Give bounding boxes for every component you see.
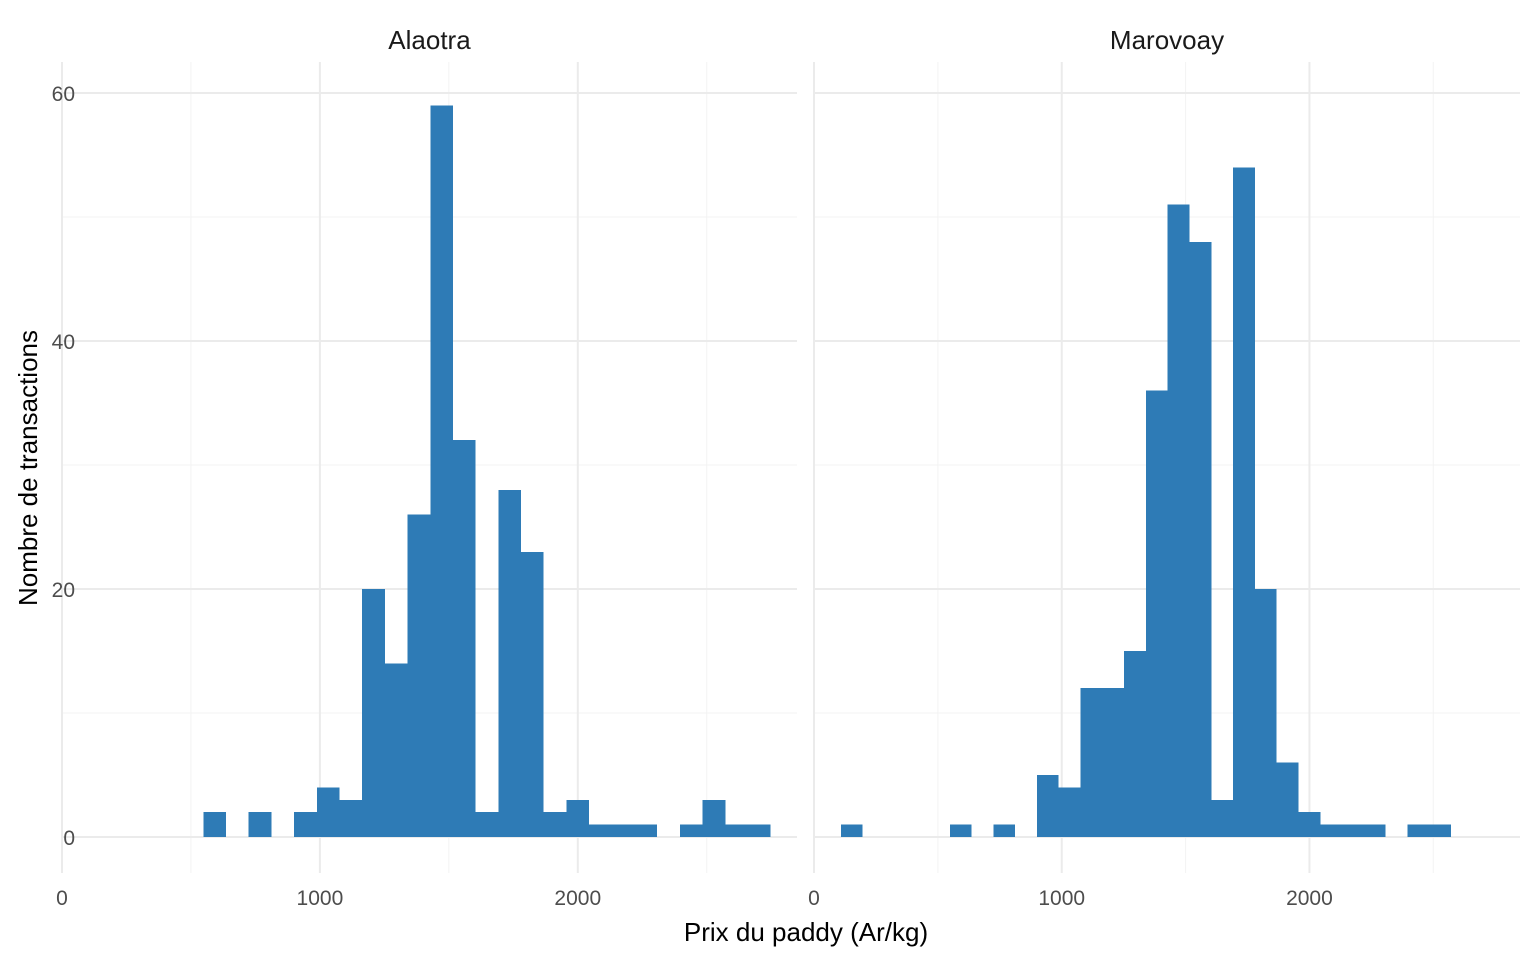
y-axis-title: Nombre de transactions (13, 330, 43, 606)
x-tick-labels: 0 1000 2000 (808, 887, 1333, 910)
histogram-bar (1298, 812, 1321, 838)
histogram-bar (1145, 390, 1168, 838)
y-tick-label: 20 (52, 579, 75, 602)
y-tick-label: 40 (52, 331, 75, 354)
histogram-bar (203, 812, 227, 838)
x-tick-label: 0 (808, 887, 820, 910)
histogram-bar (1124, 651, 1146, 838)
histogram-bar (725, 824, 748, 838)
histogram-bar (566, 799, 590, 838)
histogram-bar (1233, 167, 1255, 838)
histogram-bar (1058, 787, 1081, 838)
x-tick-label: 0 (56, 887, 68, 910)
histogram-bar (611, 824, 635, 838)
histogram-bar (475, 812, 499, 838)
x-tick-label: 2000 (554, 887, 601, 910)
histogram-bar (543, 812, 567, 838)
y-tick-label: 0 (63, 827, 75, 850)
facet-panel-1: Alaotra 0 1000 2000 0 20 40 60 (52, 25, 797, 910)
histogram-bar (1102, 688, 1125, 838)
x-axis-title: Prix du paddy (Ar/kg) (684, 917, 928, 947)
bars (203, 105, 771, 838)
histogram-bar (430, 105, 453, 838)
histogram-bar (1036, 775, 1059, 838)
y-tick-label: 60 (52, 83, 75, 106)
histogram-bar (407, 514, 431, 838)
histogram-bar (993, 824, 1016, 838)
histogram-bar (679, 824, 703, 838)
histogram-bar (634, 824, 658, 838)
histogram-bar (1320, 824, 1343, 838)
histogram-bar (316, 787, 340, 838)
histogram-bar (521, 551, 544, 838)
histogram-bar (702, 799, 726, 838)
histogram-bar (1276, 762, 1299, 838)
histogram-bar (1189, 241, 1212, 838)
histogram-bar (1080, 688, 1103, 838)
y-tick-labels: 0 20 40 60 (52, 83, 75, 850)
histogram-bar (1254, 589, 1277, 838)
x-tick-label: 1000 (1038, 887, 1085, 910)
histogram-bar (1211, 799, 1234, 838)
histogram-bar (1407, 824, 1430, 838)
histogram-bar (248, 812, 272, 838)
histogram-bar (1167, 204, 1190, 838)
histogram-bar (1429, 824, 1452, 838)
histogram-bar (294, 812, 317, 838)
x-tick-label: 1000 (297, 887, 344, 910)
histogram-bar (452, 440, 476, 838)
histogram-bar (840, 824, 863, 838)
histogram-bar (498, 489, 522, 838)
histogram-bar (949, 824, 972, 838)
histogram-bar (1363, 824, 1386, 838)
bars (840, 167, 1452, 838)
x-tick-label: 2000 (1286, 887, 1333, 910)
histogram-bar (362, 589, 385, 838)
facet-title: Marovoay (1110, 25, 1224, 55)
facet-title: Alaotra (388, 25, 471, 55)
histogram-bar (1342, 824, 1364, 838)
histogram-bar (339, 799, 363, 838)
facet-panels: Alaotra 0 1000 2000 0 20 40 60 Marovoay 0 1000 2000 (52, 25, 1520, 910)
facet-panel-2: Marovoay 0 1000 2000 (808, 25, 1520, 910)
histogram-bar (384, 663, 408, 838)
histogram-bar (589, 824, 612, 838)
x-tick-labels: 0 1000 2000 (56, 887, 601, 910)
histogram-bar (748, 824, 771, 838)
